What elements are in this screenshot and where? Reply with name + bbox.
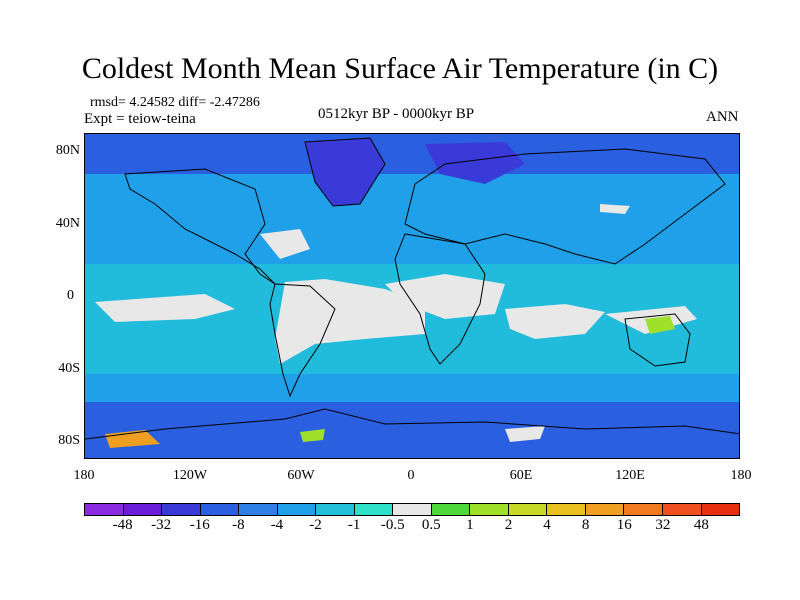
australia-coast [624,313,691,367]
experiment-label: Expt = teiow-teina [84,111,196,127]
antarctica-coast [85,408,739,440]
colorbar-label: -2 [309,517,322,533]
colorbar-label: -16 [189,517,210,533]
colorbar-label: -0.5 [380,517,405,533]
arctic-cold-band [85,134,739,174]
colorbar-swatch [547,504,586,515]
indian-ocean-neutral [505,304,605,339]
lon-tick-0: 0 [407,468,415,483]
colorbar-swatch [85,504,124,515]
colorbar-label: 0.5 [421,517,441,533]
lat-tick-80s: 80S [58,433,80,448]
temperature-map-svg [85,134,739,458]
lon-tick-180-left: 180 [73,468,95,483]
south-atlantic-neutral [385,274,505,319]
eurasia-coast [404,148,726,265]
north-america-coast [124,168,276,285]
greenland-cold-region [305,138,385,206]
colorbar-swatch [470,504,509,515]
map-title: Coldest Month Mean Surface Air Temperatu… [81,52,719,85]
colorbar-swatch [239,504,278,515]
colorbar-label: 8 [581,517,590,533]
antarctic-neutral [505,426,545,442]
lon-tick-180-right: 180 [730,468,752,483]
antarctic-warm-patch [300,429,325,442]
colorbar-swatch [585,504,625,515]
coastlines [85,137,739,440]
lat-tick-40n: 40N [55,216,80,231]
colorbar [84,503,740,516]
lon-tick-120e: 120E [615,468,645,483]
stats-label: rmsd= 4.24582 diff= -2.47286 [90,95,260,110]
colorbar-swatch [316,504,355,515]
greenland-coast [304,137,386,207]
lon-tick-120w: 120W [172,468,208,483]
colorbar-label: -1 [347,517,361,533]
colorbar-swatch [662,504,702,515]
australia-warm-region [645,316,675,334]
colorbar-label: 4 [543,517,551,533]
colorbar-label: 2 [504,517,513,533]
pacific-neutral [95,294,235,322]
colorbar-swatch [431,504,471,515]
colorbar-label: 16 [616,517,632,533]
colorbar-label: -4 [270,517,284,533]
colorbar-label: 32 [655,517,671,533]
lat-tick-0: 0 [67,288,74,303]
colorbar-swatch [354,504,394,515]
period-label: 0512kyr BP - 0000kyr BP [318,106,475,122]
colorbar-swatch [624,504,663,515]
colorbar-swatch [162,504,201,515]
southern-ocean-band [85,402,739,458]
lat-tick-80n: 80N [55,143,80,158]
colorbar-swatch [200,504,240,515]
colorbar-label: 1 [466,517,474,533]
north-atlantic-neutral [260,229,310,259]
colorbar-swatch [277,504,317,515]
colorbar-swatch [701,504,740,515]
colorbar-swatch [123,504,163,515]
asia-neutral [600,204,630,214]
south-america-coast [269,283,336,398]
africa-coast [394,233,486,365]
colorbar-label: 48 [693,517,709,533]
colorbar-label: -32 [151,517,172,533]
south-america-neutral [275,279,425,364]
lon-tick-60w: 60W [287,468,315,483]
lon-tick-60e: 60E [509,468,533,483]
season-label: ANN [706,109,739,125]
colorbar-label: -48 [112,517,133,533]
temperature-map [84,133,740,459]
colorbar-swatch [508,504,548,515]
lat-tick-40s: 40S [58,361,80,376]
siberia-cold-region [425,142,525,184]
colorbar-swatch [393,504,432,515]
colorbar-label: -8 [232,517,245,533]
